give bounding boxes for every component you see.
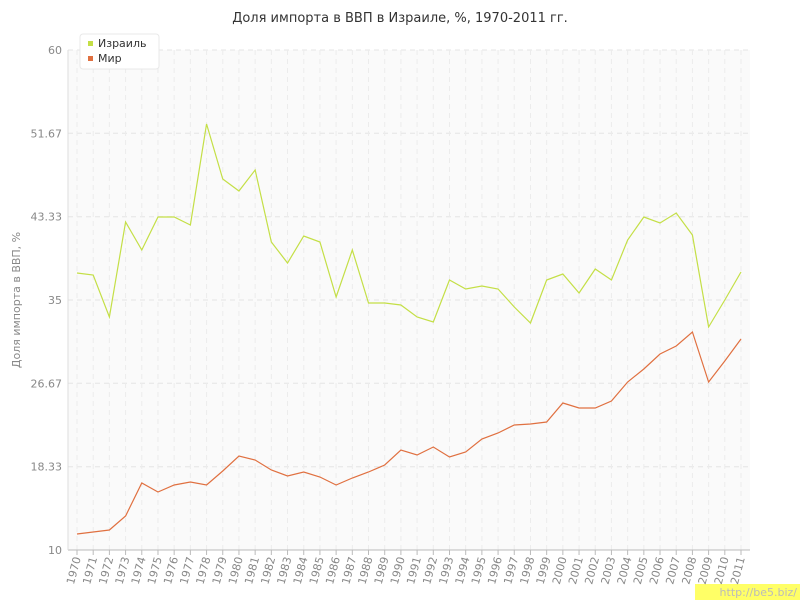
y-tick-label: 35 <box>48 294 62 307</box>
legend-swatch <box>88 41 93 46</box>
legend-swatch <box>88 56 93 61</box>
chart-title: Доля импорта в ВВП в Израиле, %, 1970-20… <box>232 11 568 26</box>
y-tick-label: 51.67 <box>31 127 63 140</box>
watermark: http://be5.biz/ <box>720 586 798 599</box>
watermark-bg <box>695 584 800 600</box>
y-tick-label: 60 <box>48 44 62 57</box>
legend-label: Мир <box>98 52 122 65</box>
series-line <box>76 330 742 535</box>
y-tick-label: 43.33 <box>31 211 63 224</box>
legend-box <box>79 33 160 70</box>
y-tick-label: 10 <box>48 544 62 557</box>
y-axis-label: Доля импорта в ВВП, % <box>10 232 23 368</box>
y-tick-label: 18.33 <box>31 461 63 474</box>
y-tick-label: 26.67 <box>31 377 63 390</box>
legend-label: Израиль <box>98 37 146 50</box>
series-line <box>76 123 742 329</box>
